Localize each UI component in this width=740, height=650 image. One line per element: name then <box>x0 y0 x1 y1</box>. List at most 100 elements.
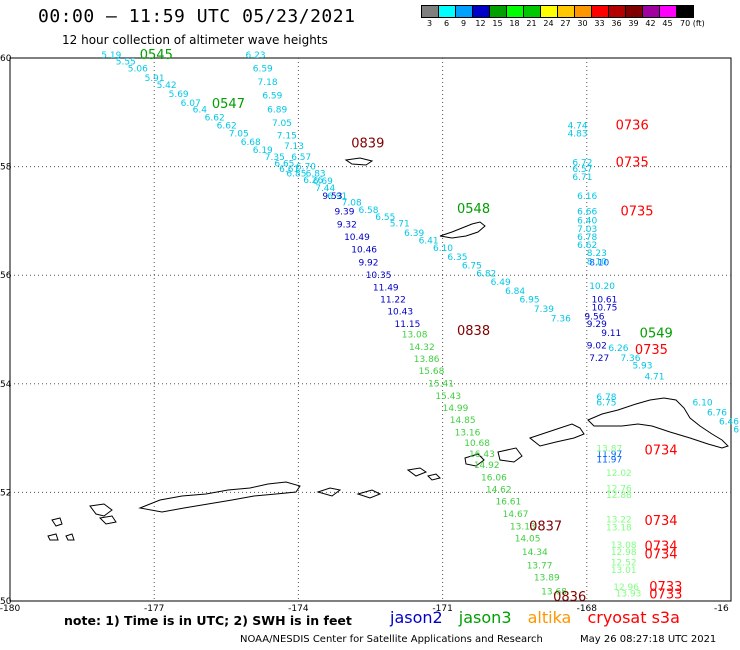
wave-height-value: 7.03 <box>577 225 597 235</box>
satellite-track-values: 5.195.555.065.915.425.696.076.46.626.627… <box>101 51 740 600</box>
wave-height-value: 6.49 <box>491 278 511 288</box>
wave-height-value: 9.02 <box>587 342 607 352</box>
coastline-path <box>439 221 486 239</box>
wave-height-value: 5.69 <box>169 90 189 100</box>
wave-height-value: 14.62 <box>486 485 512 495</box>
wave-height-value: 12.52 <box>611 559 637 569</box>
wave-height-value: 6.78 <box>596 393 616 403</box>
wave-height-value: 6.72 <box>572 159 592 169</box>
scale-label: 24 <box>543 19 554 28</box>
pass-time-label: 0734 <box>644 443 677 458</box>
wave-height-value: 6.10 <box>433 244 453 254</box>
lon-tick-label: -171 <box>432 604 452 614</box>
wave-height-value: 14.92 <box>474 461 500 471</box>
wave-height-value: 16.61 <box>495 497 521 507</box>
scale-swatch <box>676 5 694 18</box>
wave-height-value: 6.57 <box>291 153 311 163</box>
coastline-path <box>344 157 374 166</box>
wave-height-value: 6.39 <box>404 229 424 239</box>
scale-label: 30 <box>577 19 588 28</box>
scale-label: 45 <box>662 19 673 28</box>
wave-height-value: 9.92 <box>358 258 378 268</box>
pass-time-label: 0736 <box>616 119 649 134</box>
wave-height-value: 12.88 <box>606 491 632 501</box>
wave-height-value: 5.55 <box>116 58 136 68</box>
lon-tick-label: -16 <box>714 604 729 614</box>
coastline-path <box>138 481 301 513</box>
wave-height-value: 6.46 <box>719 418 739 428</box>
lon-tick-label: -180 <box>0 604 20 614</box>
pass-time-label: 0734 <box>644 548 677 563</box>
pass-time-label: 0549 <box>640 327 673 342</box>
coastline-path <box>65 533 75 541</box>
pass-time-label: 0838 <box>457 324 490 339</box>
wave-height-value: 6.75 <box>596 399 616 409</box>
wave-height-value: 5.93 <box>632 362 652 372</box>
wave-height-value: 6.70 <box>296 162 316 172</box>
pass-time-label: 0733 <box>649 587 682 602</box>
wave-height-value: 6.26 <box>608 344 628 354</box>
wave-height-value: 6.59 <box>262 92 282 102</box>
wave-height-value: 11.49 <box>373 283 399 293</box>
coastline-path <box>427 473 441 481</box>
wave-height-value: 11.97 <box>596 456 622 466</box>
wave-height-value: 5.71 <box>390 219 410 229</box>
pass-time-label: 0735 <box>620 204 653 219</box>
coastline-path <box>406 467 428 477</box>
wave-height-value: 13.89 <box>534 573 560 583</box>
coastline-path <box>356 489 382 499</box>
satellite-legend: jason2 jason3 altika cryosat s3a <box>390 608 691 627</box>
wave-height-value: 6.85 <box>286 169 306 179</box>
coastline-path <box>497 447 523 463</box>
credit-line: NOAA/NESDIS Center for Satellite Applica… <box>240 634 543 645</box>
legend-jason2: jason2 <box>390 608 443 627</box>
lat-tick-label: 56 <box>0 271 12 281</box>
wave-height-value: 6.59 <box>253 65 273 75</box>
wave-height-value: 9.39 <box>334 207 354 217</box>
legend-altika: altika <box>527 608 572 627</box>
coastline-path <box>47 533 59 541</box>
wave-height-value: 13.86 <box>414 355 440 365</box>
wave-height-value: 6.16 <box>577 192 597 202</box>
wave-height-value: 6.40 <box>577 217 597 227</box>
map-subtitle: 12 hour collection of altimeter wave hei… <box>62 33 328 47</box>
scale-label: 18 <box>509 19 520 28</box>
pass-time-label: 0734 <box>644 514 677 529</box>
wave-height-value: 4.74 <box>568 122 588 132</box>
wave-height-value: 6.82 <box>476 269 496 279</box>
wave-height-value: 7.18 <box>258 78 278 88</box>
wave-height-value: 12.02 <box>606 469 632 479</box>
map-frame <box>9 57 732 602</box>
scale-label: 36 <box>611 19 622 28</box>
wave-height-value: 15.43 <box>435 392 461 402</box>
wave-height-value: 6.62 <box>217 122 237 132</box>
wave-height-value: 10.49 <box>344 233 370 243</box>
lon-tick-label: -177 <box>144 604 164 614</box>
wave-height-value: 13.16 <box>455 428 481 438</box>
wave-height-value: 9.53 <box>322 192 342 202</box>
axis-tick-labels: -180 -177 -174 -171 -168 -16 60 58 56 54 52 50 <box>0 54 729 614</box>
wave-height-value: 6.83 <box>306 169 326 179</box>
wave-height-value: 6.57 <box>572 165 592 175</box>
wave-height-value: 13.13 <box>510 522 536 532</box>
generated-timestamp: May 26 08:27:18 UTC 2021 <box>580 634 717 645</box>
wave-height-value: 5.06 <box>128 65 148 75</box>
scale-label: 12 <box>475 19 486 28</box>
wave-height-value: 13.18 <box>606 523 632 533</box>
legend-jason3: jason3 <box>458 608 512 627</box>
pass-time-label: 0545 <box>140 48 173 63</box>
pass-time-label: 0548 <box>457 202 490 217</box>
scale-label: 42 <box>645 19 656 28</box>
wave-height-value: 7.05 <box>229 130 249 140</box>
wave-height-value: 15.68 <box>419 367 445 377</box>
wave-height-value: 7.36 <box>551 314 571 324</box>
wave-height-value: 16.06 <box>481 473 507 483</box>
wave-height-value: 6.84 <box>505 287 525 297</box>
wave-height-value: 10.46 <box>351 245 377 255</box>
scale-label: 15 <box>492 19 503 28</box>
wave-height-value: 6.65 <box>274 160 294 170</box>
wave-height-value: 10.20 <box>589 282 615 292</box>
wave-height-value: 7.39 <box>534 305 554 315</box>
coastline-path <box>587 397 729 449</box>
coastline-path <box>528 423 585 447</box>
